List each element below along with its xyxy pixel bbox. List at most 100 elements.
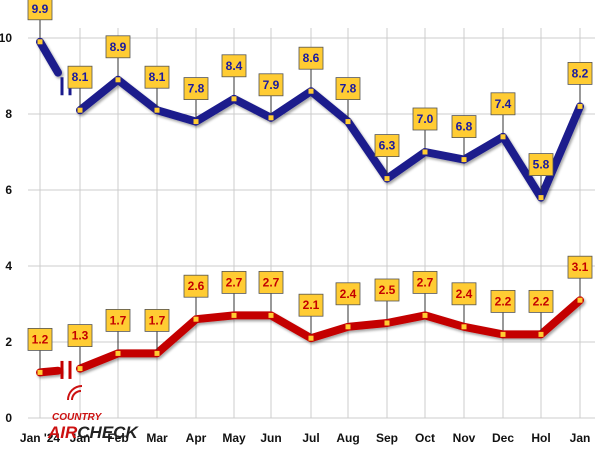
data-label: 6.3 <box>379 139 396 153</box>
data-label: 8.4 <box>226 59 243 73</box>
logo-line2a: AIR <box>47 423 78 442</box>
series-lines <box>36 37 584 379</box>
data-label: 1.3 <box>72 329 89 343</box>
data-label: 8.9 <box>110 40 127 54</box>
svg-text:AIRCHECK: AIRCHECK <box>47 423 139 442</box>
x-tick-label: Oct <box>415 431 435 445</box>
x-tick-label: Sep <box>376 431 398 445</box>
data-label-box <box>528 153 554 177</box>
y-tick-label: 2 <box>5 335 12 349</box>
data-label: 2.4 <box>456 287 473 301</box>
data-label-box <box>27 0 53 21</box>
data-point <box>193 316 199 322</box>
data-point <box>577 103 583 109</box>
country-aircheck-logo: COUNTRY AIRCHECK <box>47 385 139 442</box>
data-label-box <box>67 65 93 89</box>
data-label: 7.8 <box>188 82 205 96</box>
data-point <box>461 324 467 330</box>
x-tick-label: Apr <box>186 431 207 445</box>
data-label-box <box>567 62 593 85</box>
data-label-box <box>335 77 361 100</box>
data-point <box>422 312 428 318</box>
data-point <box>115 77 121 83</box>
logo-line1: COUNTRY <box>52 412 103 423</box>
data-label: 1.7 <box>110 313 127 327</box>
data-label-box <box>183 77 209 100</box>
data-point <box>308 335 314 341</box>
data-point <box>422 149 428 155</box>
data-label: 5.8 <box>533 158 550 172</box>
data-point <box>538 195 544 201</box>
x-tick-label: Jan '24 <box>20 431 61 445</box>
data-label-box <box>451 282 477 306</box>
data-label: 2.2 <box>533 294 550 308</box>
data-point <box>231 312 237 318</box>
x-tick-label: Hol <box>531 431 550 445</box>
data-label-box <box>374 278 400 302</box>
data-label-box <box>221 54 247 78</box>
data-label: 2.6 <box>188 279 205 293</box>
data-label-box <box>105 308 131 332</box>
data-point <box>345 324 351 330</box>
data-label-box <box>258 270 284 294</box>
data-point <box>500 134 506 140</box>
data-point <box>268 312 274 318</box>
data-point <box>193 119 199 125</box>
y-tick-label: 4 <box>5 259 12 273</box>
data-label: 3.1 <box>572 260 589 274</box>
data-label: 6.8 <box>456 120 473 134</box>
data-label: 2.7 <box>263 275 280 289</box>
data-label-box <box>567 255 593 279</box>
data-label-box <box>335 282 361 306</box>
data-label: 2.4 <box>340 287 357 301</box>
y-tick-label: 6 <box>5 183 12 197</box>
data-label-box <box>298 293 324 317</box>
data-point <box>154 107 160 113</box>
data-point <box>77 366 83 372</box>
data-label-box <box>105 35 131 59</box>
data-label: 2.7 <box>226 275 243 289</box>
series-0 <box>36 37 584 202</box>
x-tick-label: Feb <box>107 431 128 445</box>
y-axis-ticks: 0 2 4 6 8 10 <box>0 31 12 425</box>
x-tick-label: Jan <box>570 431 591 445</box>
data-point <box>77 107 83 113</box>
x-tick-label: Jan <box>70 431 91 445</box>
data-label-box <box>298 46 324 70</box>
y-tick-label: 8 <box>5 107 12 121</box>
data-label-box <box>183 274 209 298</box>
data-point <box>538 331 544 337</box>
data-point <box>268 115 274 121</box>
data-label: 8.6 <box>303 51 320 65</box>
data-label-box <box>490 92 516 116</box>
data-point <box>37 369 43 375</box>
data-point <box>500 331 506 337</box>
x-axis-ticks: Jan '24 Jan Feb Mar Apr May Jun Jul Aug Sep Oct Nov… <box>20 431 590 445</box>
data-point <box>461 157 467 163</box>
logo-line2b: CHECK <box>77 423 139 442</box>
data-label: 8.1 <box>149 70 166 84</box>
data-label-box <box>451 115 477 138</box>
x-tick-label: Aug <box>336 431 359 445</box>
data-label: 7.9 <box>263 78 280 92</box>
data-label-box <box>67 324 93 348</box>
data-point <box>384 176 390 182</box>
data-point <box>577 297 583 303</box>
data-label: 8.1 <box>72 70 89 84</box>
data-label: 2.5 <box>379 283 396 297</box>
data-label: 1.7 <box>149 313 166 327</box>
series-line-stub <box>36 366 62 377</box>
data-label: 8.2 <box>572 66 589 80</box>
x-tick-label: Mar <box>146 431 168 445</box>
data-point <box>154 350 160 356</box>
data-label-box <box>528 289 554 313</box>
data-label-box <box>144 308 170 332</box>
data-label-box <box>221 270 247 294</box>
data-labels: 9.9 8.1 8.9 8.1 7.8 8.4 7.9 8.6 7.8 6.3 7.0 6.8 7.4 5… <box>27 0 593 375</box>
x-tick-label: May <box>222 431 246 445</box>
data-label: 9.9 <box>32 2 49 16</box>
data-point <box>115 350 121 356</box>
data-label: 2.1 <box>303 298 320 312</box>
data-label: 1.2 <box>32 332 49 346</box>
data-label: 7.8 <box>340 82 357 96</box>
